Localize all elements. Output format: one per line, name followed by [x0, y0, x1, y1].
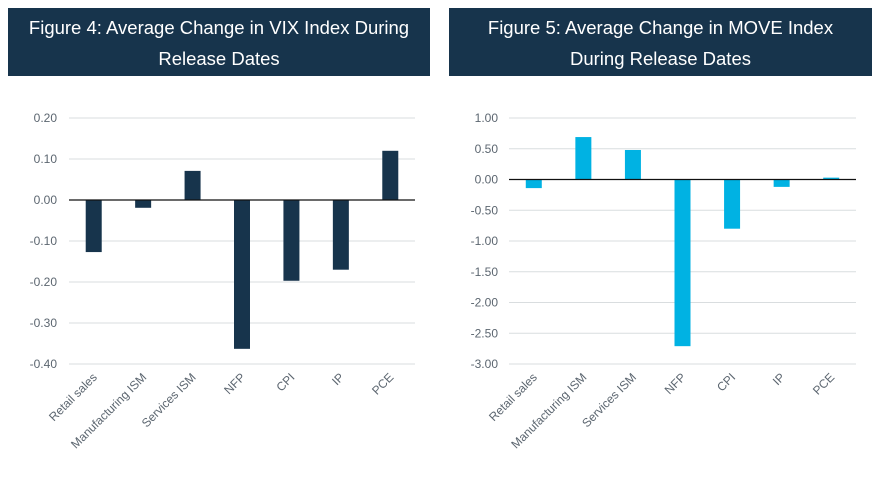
move-y-tick-label: -3.00 [471, 357, 499, 371]
vix-category-label: PCE [369, 370, 396, 397]
move-bar [575, 137, 592, 180]
move-y-tick-label: 1.00 [475, 111, 499, 125]
vix-category-label: Retail sales [46, 370, 100, 424]
vix-bar [135, 200, 152, 208]
move-bar [724, 179, 741, 229]
move-bar-chart: 1.00 0.50 0.00 -0.50 -1.00 -1.50 -2.00 -2.50 -3.… [471, 111, 856, 451]
move-y-tick-label: 0.50 [475, 142, 499, 156]
figure-4-title-line1: Figure 4: Average Change in VIX Index Du… [28, 17, 410, 38]
move-bar [823, 177, 840, 180]
move-bar [525, 179, 542, 189]
move-y-tick-label: -0.50 [471, 203, 499, 217]
vix-category-label: CPI [273, 370, 297, 394]
move-category-label: NFP [662, 370, 689, 397]
move-y-tick-label: 0.00 [475, 173, 499, 187]
vix-y-tick-label: -0.30 [30, 316, 58, 330]
move-y-tick-label: -2.50 [471, 326, 499, 340]
move-bar [674, 179, 691, 347]
figure-4-header: Figure 4: Average Change in VIX Index Du… [8, 8, 430, 76]
vix-y-tick-label: 0.10 [34, 152, 58, 166]
move-category-label: Retail sales [486, 370, 540, 424]
vix-bar [184, 170, 201, 200]
vix-bar [85, 200, 102, 253]
vix-y-tick-label: -0.40 [30, 357, 58, 371]
move-y-tick-label: -2.00 [471, 296, 499, 310]
vix-y-tick-label: -0.20 [30, 275, 58, 289]
vix-y-tick-label: 0.00 [34, 193, 58, 207]
move-category-label: PCE [810, 370, 837, 397]
vix-category-label: NFP [221, 370, 248, 397]
move-category-label: IP [770, 370, 788, 388]
move-y-tick-label: -1.00 [471, 234, 499, 248]
figure-4-title-line2: Release Dates [158, 48, 280, 69]
vix-bar [283, 200, 300, 281]
figure-5-header: Figure 5: Average Change in MOVE Index D… [449, 8, 872, 76]
vix-category-label: IP [329, 370, 347, 388]
move-bar [773, 179, 790, 187]
figure-5-title-line1: Figure 5: Average Change in MOVE Index [487, 17, 834, 38]
vix-y-tick-label: 0.20 [34, 111, 58, 125]
vix-bar [382, 150, 399, 200]
figure-5-title-line2: During Release Dates [570, 48, 751, 69]
vix-y-tick-label: -0.10 [30, 234, 58, 248]
vix-bar [234, 200, 250, 349]
move-y-tick-label: -1.50 [471, 265, 499, 279]
move-bar [624, 149, 641, 180]
vix-bar [332, 200, 349, 270]
move-category-label: CPI [714, 370, 738, 394]
